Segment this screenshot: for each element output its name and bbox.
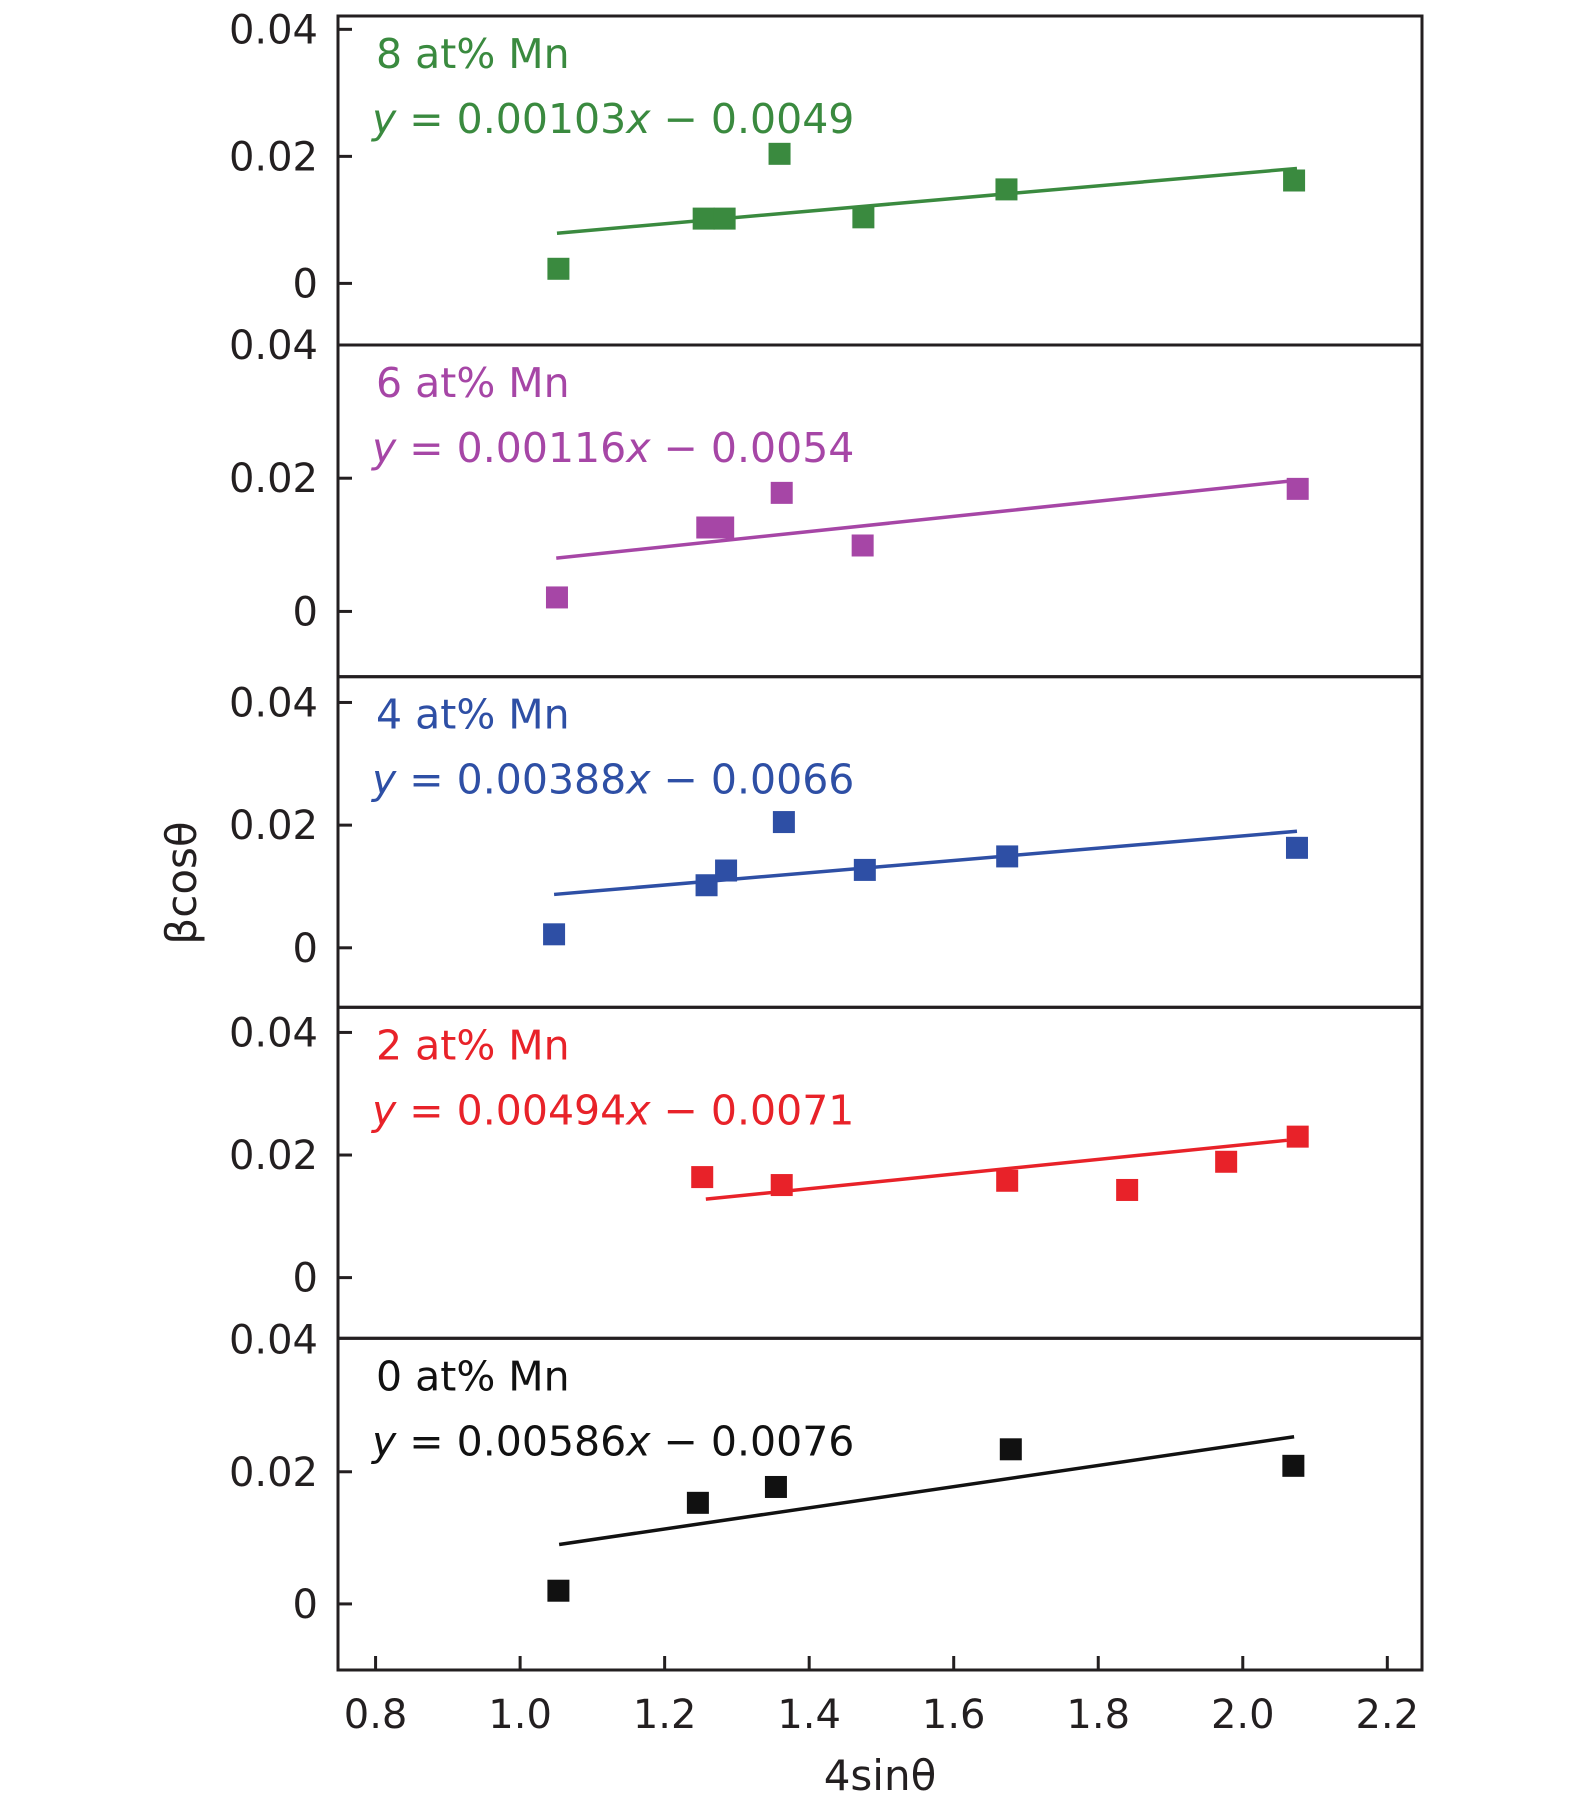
- y-tick-label: 0.02: [229, 134, 318, 180]
- y-tick-label: 0: [293, 1582, 318, 1628]
- x-tick-label: 1.6: [922, 1692, 986, 1738]
- data-point: [691, 1166, 714, 1189]
- data-point: [852, 206, 875, 229]
- data-point: [547, 257, 570, 280]
- panel-0-at-mn: 0 0.02 0.04 0 at% Mn y = 0.00586x − 0.0076: [229, 1318, 1424, 1672]
- data-point: [851, 534, 874, 557]
- x-tick-label: 2.2: [1355, 1692, 1419, 1738]
- y-tick-label: 0.04: [229, 1010, 318, 1056]
- x-tick-label: 1.2: [633, 1692, 697, 1738]
- panel-8-at-mn: 0 0.02 0.04 8 at% Mn y = 0.00103x − 0.0049: [229, 7, 1424, 347]
- x-tick-label: 1.0: [488, 1692, 552, 1738]
- x-axis-title: 4sinθ: [824, 1751, 937, 1800]
- data-point: [712, 516, 735, 539]
- fit-line: [705, 1138, 1288, 1201]
- data-point: [686, 1491, 709, 1514]
- fit-line: [558, 1435, 1295, 1547]
- data-point: [995, 178, 1018, 201]
- data-point: [996, 1169, 1019, 1192]
- series-label: 8 at% Mn: [376, 30, 570, 78]
- x-tick-label: 2.0: [1211, 1692, 1275, 1738]
- panel-frame: [336, 1336, 1424, 1672]
- panels: 00.020.04 8 at% Mny = 0.00103x − 0.004900…: [229, 7, 1424, 1672]
- fit-line: [553, 829, 1298, 897]
- data-point: [1285, 836, 1308, 859]
- fit-equation: y = 0.00103x − 0.0049: [370, 95, 854, 143]
- data-point: [996, 845, 1019, 868]
- data-point: [768, 142, 791, 165]
- x-tick-label: 1.8: [1066, 1692, 1130, 1738]
- data-point: [1282, 1454, 1305, 1477]
- data-point: [1215, 1150, 1238, 1173]
- fit-line: [556, 166, 1298, 235]
- data-point: [543, 923, 566, 946]
- y-tick-label: 0.04: [229, 1318, 318, 1364]
- data-point: [999, 1438, 1022, 1461]
- y-tick-label: 0: [293, 589, 318, 635]
- panel-2-at-mn: 0 0.02 0.04 2 at% Mn y = 0.00494x − 0.0071: [229, 1005, 1424, 1340]
- series-label: 0 at% Mn: [376, 1352, 570, 1400]
- x-tick-label: 1.4: [777, 1692, 841, 1738]
- panel-6-at-mn: 0 0.02 0.04 6 at% Mn y = 0.00116x − 0.0054: [229, 323, 1424, 679]
- fit-equation: y = 0.00586x − 0.0076: [370, 1417, 854, 1465]
- x-tick-label: 0.8: [344, 1692, 408, 1738]
- fit-equation: y = 0.00494x − 0.0071: [370, 1086, 854, 1134]
- data-point: [770, 481, 793, 504]
- data-point: [770, 1174, 793, 1197]
- y-tick-label: 0.02: [229, 1450, 318, 1496]
- data-point: [547, 1579, 570, 1602]
- panel-4-at-mn: 0 0.02 0.04 4 at% Mn y = 0.00388x − 0.0066: [229, 675, 1424, 1009]
- y-tick-label: 0.04: [229, 323, 318, 369]
- data-point: [1116, 1178, 1139, 1201]
- y-axis-title: βcosθ: [157, 821, 206, 944]
- series-label: 4 at% Mn: [376, 691, 570, 739]
- data-point: [764, 1475, 787, 1498]
- series-label: 6 at% Mn: [376, 359, 570, 407]
- x-axis: 0.8 1.0 1.2 1.4 1.6 1.8 2.0 2.2: [344, 1656, 1419, 1738]
- data-point: [695, 874, 718, 897]
- fit-equation: y = 0.00116x − 0.0054: [370, 424, 854, 472]
- data-point: [772, 811, 795, 834]
- y-tick-label: 0.02: [229, 1133, 318, 1179]
- y-tick-label: 0: [293, 1256, 318, 1302]
- fit-equation: y = 0.00388x − 0.0066: [370, 756, 854, 804]
- data-point: [715, 859, 738, 882]
- y-tick-label: 0.04: [229, 680, 318, 726]
- series-label: 2 at% Mn: [376, 1021, 570, 1069]
- data-point: [545, 586, 568, 609]
- y-tick-label: 0.04: [229, 7, 318, 53]
- y-tick-label: 0.02: [229, 456, 318, 502]
- data-point: [692, 207, 715, 230]
- data-point: [1283, 169, 1306, 192]
- data-point: [713, 207, 736, 230]
- fit-line: [556, 478, 1298, 560]
- data-point: [1286, 477, 1309, 500]
- y-tick-label: 0: [293, 261, 318, 307]
- data-point: [1286, 1125, 1309, 1148]
- y-tick-label: 0: [293, 926, 318, 972]
- y-tick-label: 0.02: [229, 803, 318, 849]
- data-point: [853, 858, 876, 881]
